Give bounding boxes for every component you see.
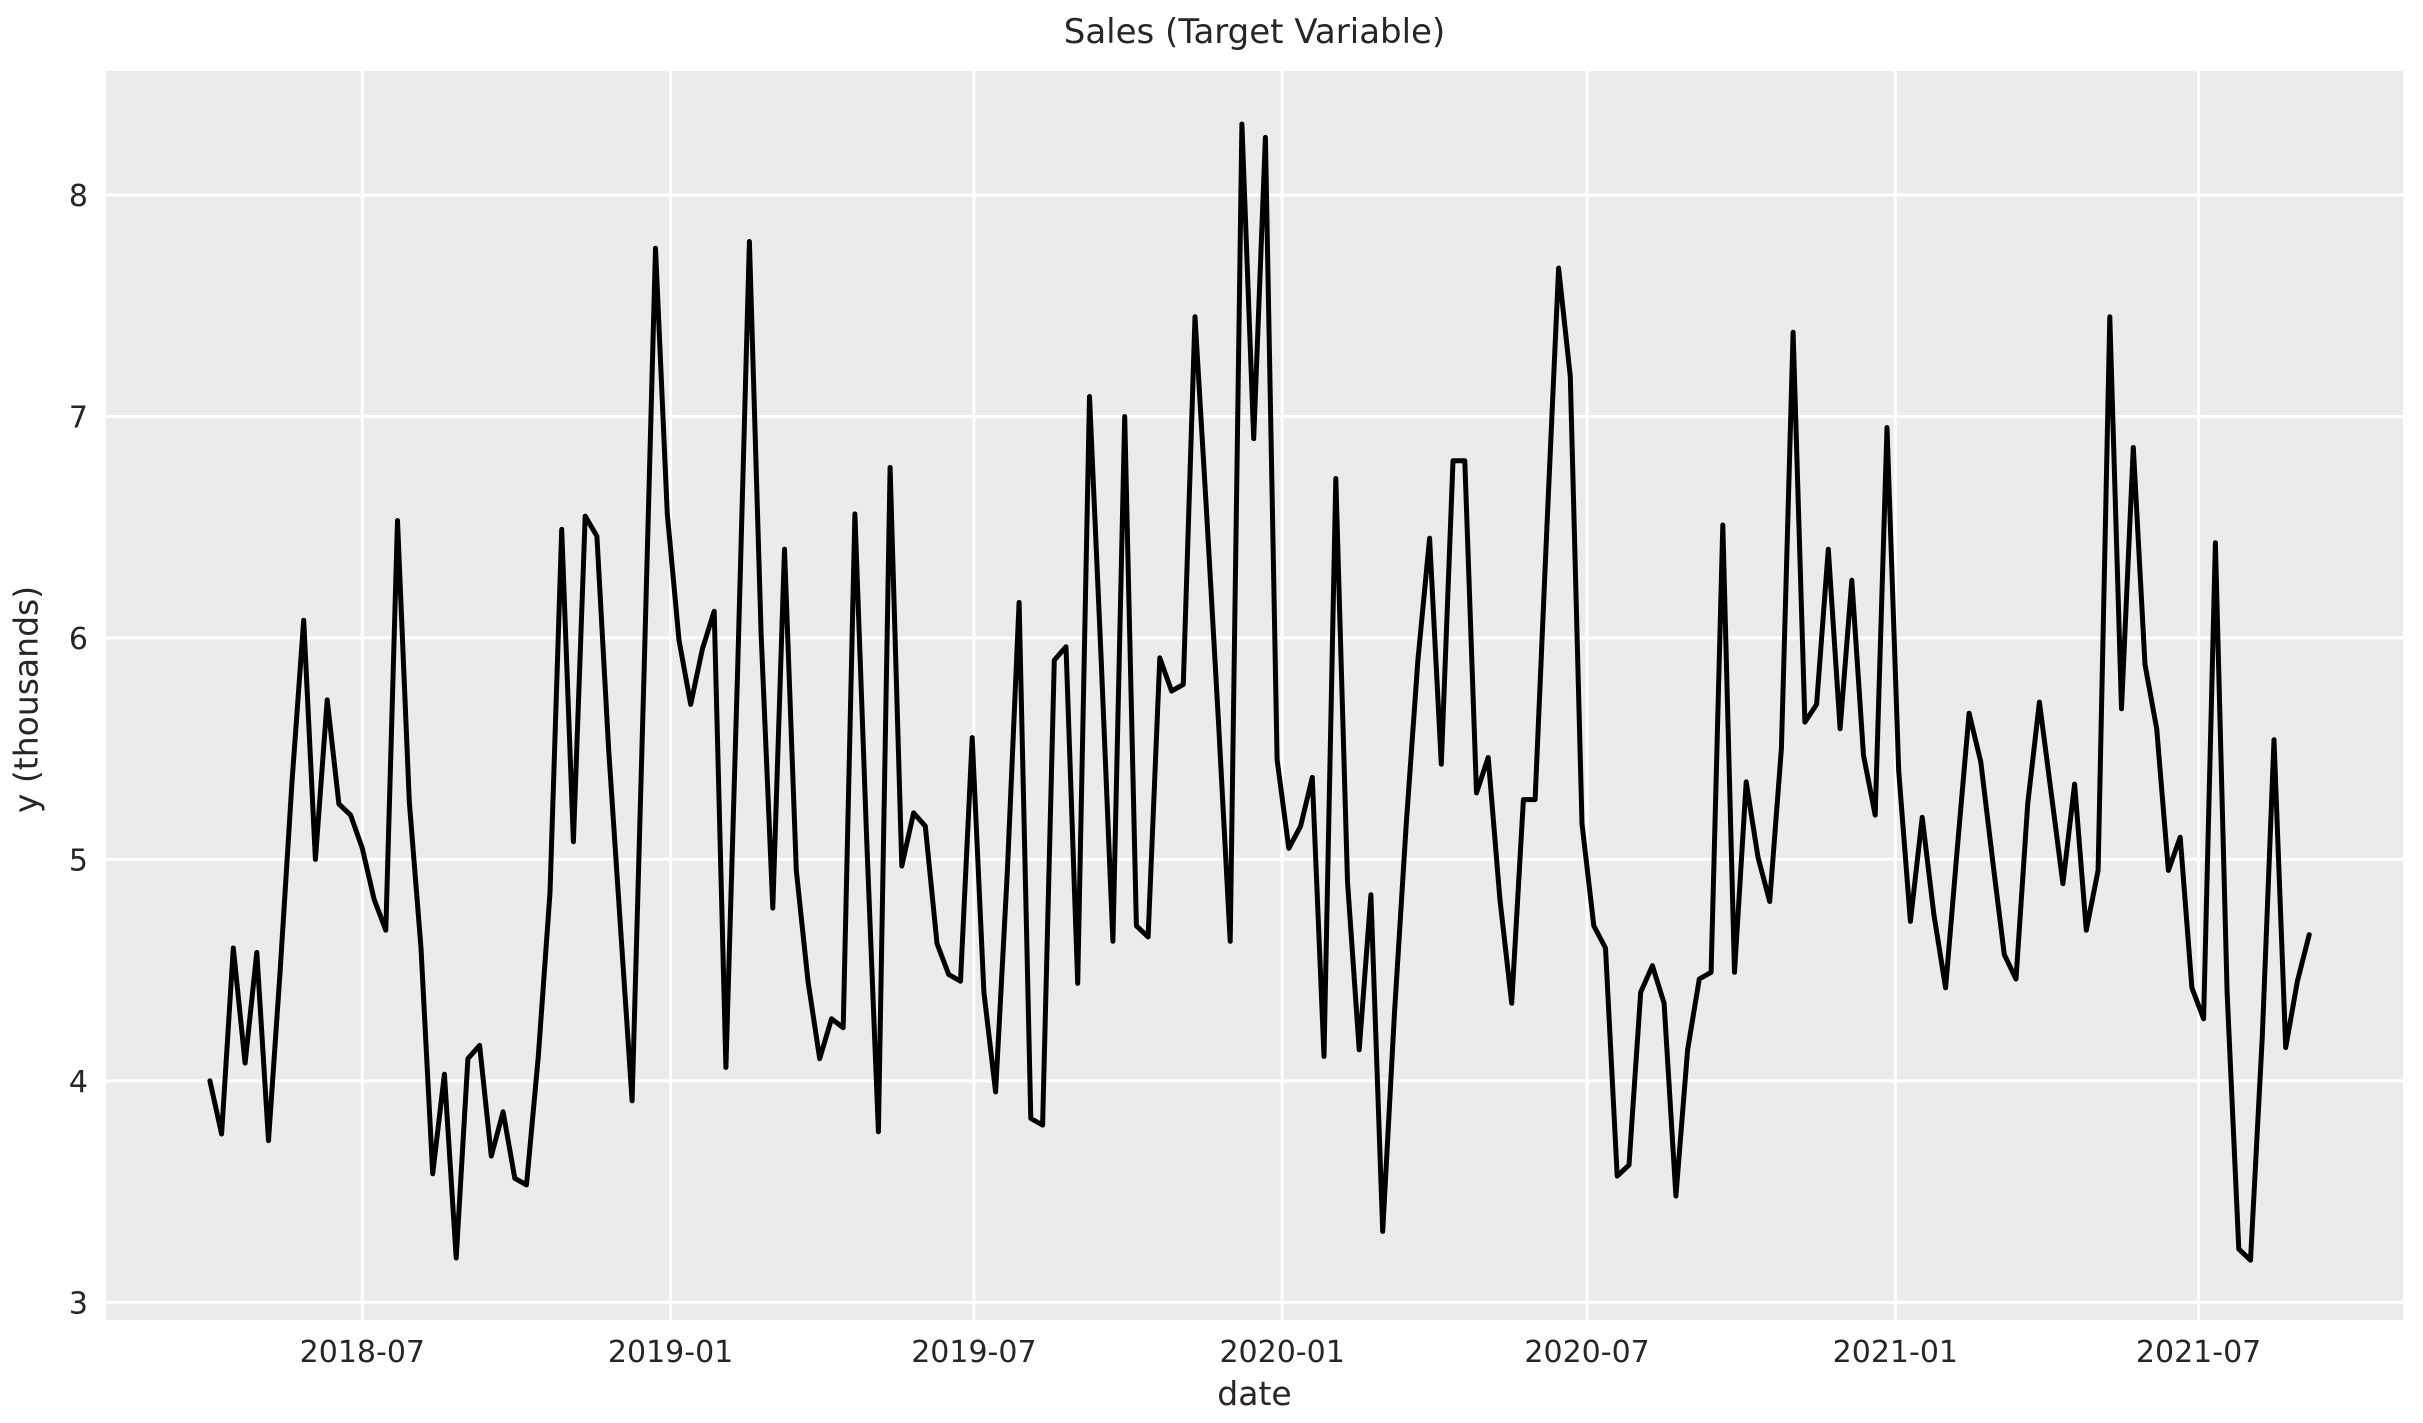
x-tick-label: 2020-07 (1524, 1335, 1649, 1370)
x-tick-label: 2018-07 (300, 1335, 425, 1370)
x-tick-label: 2019-07 (911, 1335, 1036, 1370)
y-tick-label: 6 (69, 622, 88, 657)
x-tick-label: 2021-01 (1833, 1335, 1958, 1370)
x-tick-label: 2019-01 (608, 1335, 733, 1370)
y-axis-label: y (thousands) (6, 585, 46, 814)
y-tick-label: 7 (69, 400, 88, 435)
y-tick-label: 3 (69, 1286, 88, 1321)
x-tick-label: 2021-07 (2136, 1335, 2261, 1370)
y-tick-label: 8 (69, 179, 88, 214)
chart-title: Sales (Target Variable) (1063, 12, 1446, 52)
data-line-y (207, 121, 2312, 1263)
x-tick-label: 2020-01 (1219, 1335, 1344, 1370)
y-tick-label: 5 (69, 843, 88, 878)
x-axis-label: date (1217, 1374, 1292, 1413)
y-tick-label: 4 (69, 1065, 88, 1100)
